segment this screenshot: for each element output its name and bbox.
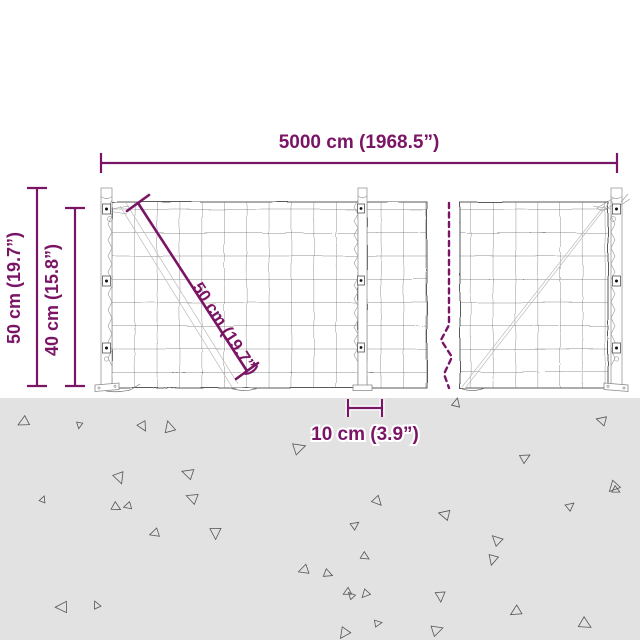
svg-text:50 cm (19.7”): 50 cm (19.7”) bbox=[4, 232, 24, 344]
svg-text:5000 cm (1968.5”): 5000 cm (1968.5”) bbox=[279, 132, 440, 153]
svg-text:40 cm (15.8”): 40 cm (15.8”) bbox=[42, 244, 62, 356]
svg-text:10 cm (3.9”): 10 cm (3.9”) bbox=[311, 424, 419, 445]
